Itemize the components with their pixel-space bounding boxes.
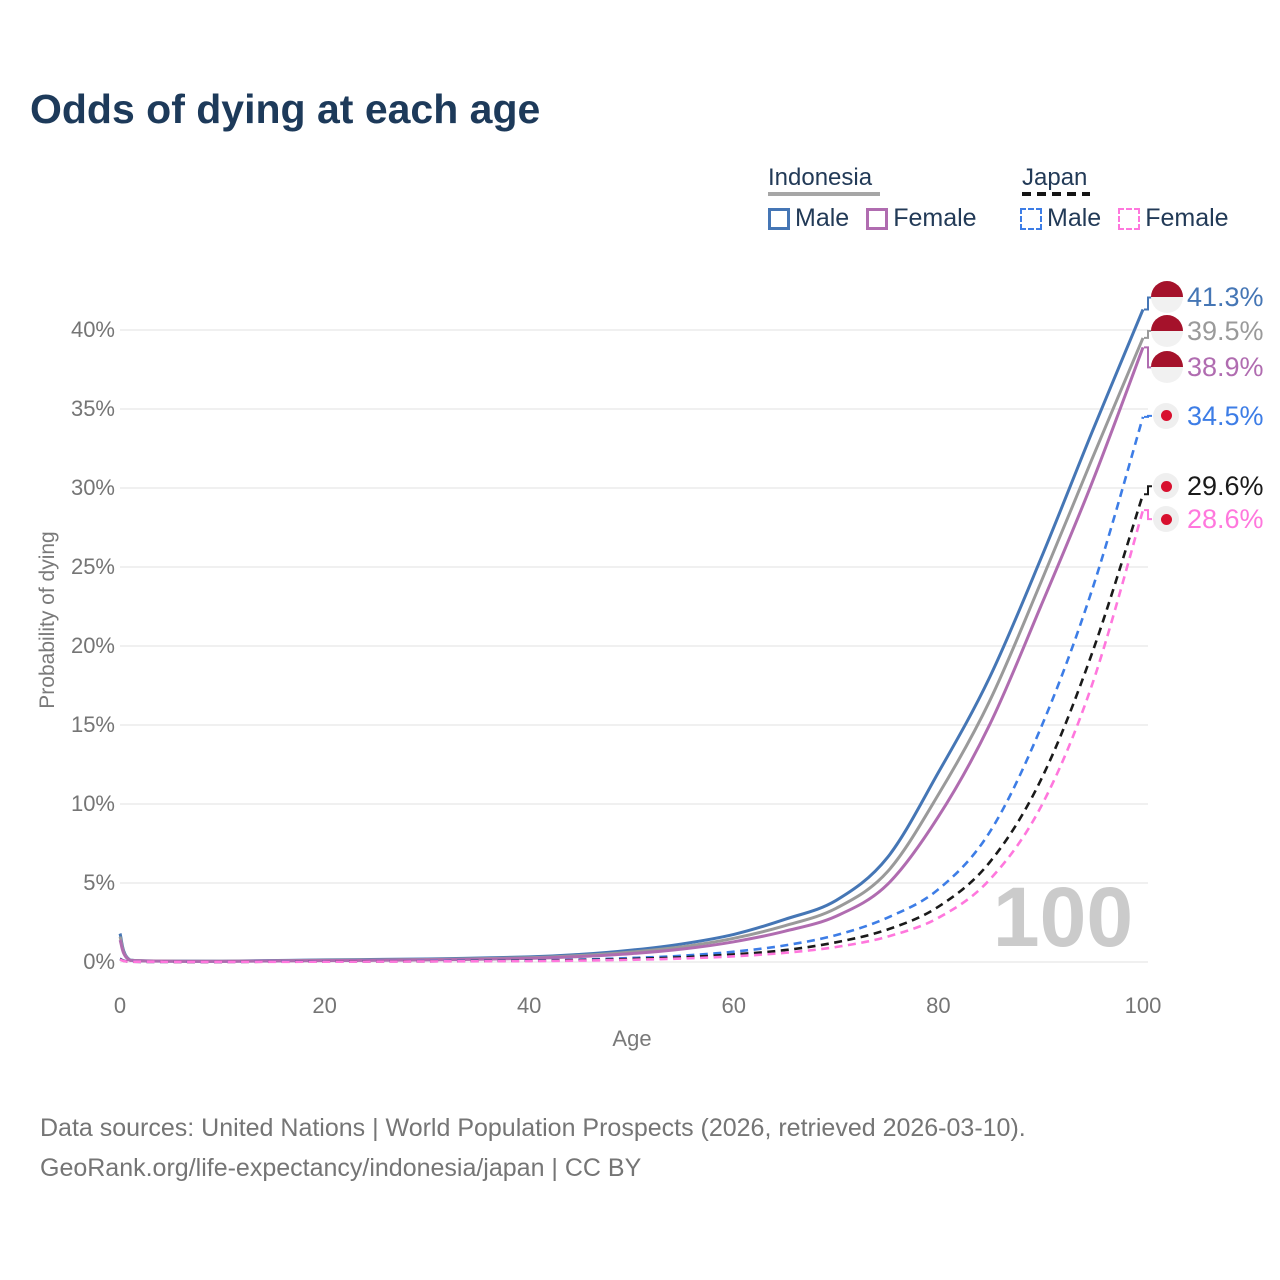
series-line-indonesia-both [118,337,1145,963]
y-axis-title: Probability of dying [36,531,59,709]
footer-source-line: Data sources: United Nations | World Pop… [40,1114,1026,1142]
y-tick-label: 20% [70,633,115,658]
japan-male-swatch [1020,207,1042,230]
endpoint-connector-indonesia-both [1144,329,1152,339]
legend-item-japan-male[interactable]: Male [1020,204,1101,233]
y-tick-label: 25% [70,554,115,579]
legend-country-japan[interactable]: Japan [1022,164,1088,191]
footer-url-line: GeoRank.org/life-expectancy/indonesia/ja… [40,1154,642,1182]
endpoint-connector-indonesia-male [1144,296,1152,311]
x-tick-label: 20 [312,993,337,1018]
legend-item-indonesia-female[interactable]: Female [866,204,977,233]
end-value-label-japan-both: 29.6% [1187,471,1264,502]
endpoint-connector-japan-both [1144,485,1152,496]
y-tick-label: 15% [70,712,115,737]
indonesia-flag-icon [1151,314,1183,347]
legend-indonesia-items: Male Female [768,204,977,233]
x-tick-label: 40 [516,993,542,1018]
x-tick-label: 60 [721,993,747,1018]
indonesia-male-swatch [768,207,790,230]
end-value-label-japan-male: 34.5% [1187,400,1264,431]
japan-linestyle-swatch [1022,192,1090,196]
indonesia-flag-icon [1151,351,1183,384]
series-line-indonesia-female [118,346,1145,963]
indonesia-female-swatch [866,207,889,230]
japan-flag-icon [1153,506,1179,533]
japan-male-label: Male [1047,204,1102,232]
legend-item-indonesia-male[interactable]: Male [768,204,849,233]
series-line-japan-female [119,509,1145,964]
indonesia-female-label: Female [893,204,977,232]
japan-flag-icon [1153,473,1179,500]
series-curves [118,308,1145,964]
endpoint-connector-indonesia-female [1144,346,1152,369]
y-tick-label: 10% [70,791,115,816]
y-tick-label: 40% [70,317,115,342]
age-counter-watermark: 100 [993,870,1133,964]
y-tick-label: 30% [70,475,115,500]
endpoint-connectors [1144,296,1152,521]
x-axis-title: Age [612,1026,652,1051]
chart-title: Odds of dying at each age [30,86,541,132]
japan-female-label: Female [1145,204,1229,232]
series-line-japan-male [119,416,1145,964]
end-value-label-indonesia-male: 41.3% [1187,282,1264,313]
end-value-label-indonesia-female: 38.9% [1187,352,1264,383]
japan-female-swatch [1118,207,1141,230]
end-value-label-indonesia-both: 39.5% [1187,315,1264,346]
japan-flag-icon [1153,402,1179,429]
end-value-label-japan-female: 28.6% [1187,504,1264,535]
y-tick-label: 5% [83,870,115,895]
legend-item-japan-female[interactable]: Female [1118,204,1229,233]
legend-country-indonesia[interactable]: Indonesia [768,164,873,191]
y-tick-label: 35% [70,396,115,421]
indonesia-male-label: Male [795,204,850,232]
indonesia-flag-icon [1151,281,1183,314]
gridlines [120,329,1148,963]
x-tick-label: 100 [1124,993,1162,1018]
endpoint-connector-japan-male [1144,414,1152,418]
footer: Data sources: United Nations | World Pop… [40,1108,1026,1188]
y-tick-label: 0% [83,949,115,974]
endpoint-connector-japan-female [1144,509,1152,521]
indonesia-linestyle-swatch [768,192,880,196]
x-tick-label: 0 [113,993,127,1018]
legend-japan-items: Male Female [1020,204,1229,233]
legend: Indonesia Male Female Japan Male Female [0,0,1280,250]
x-tick-label: 80 [926,993,951,1018]
